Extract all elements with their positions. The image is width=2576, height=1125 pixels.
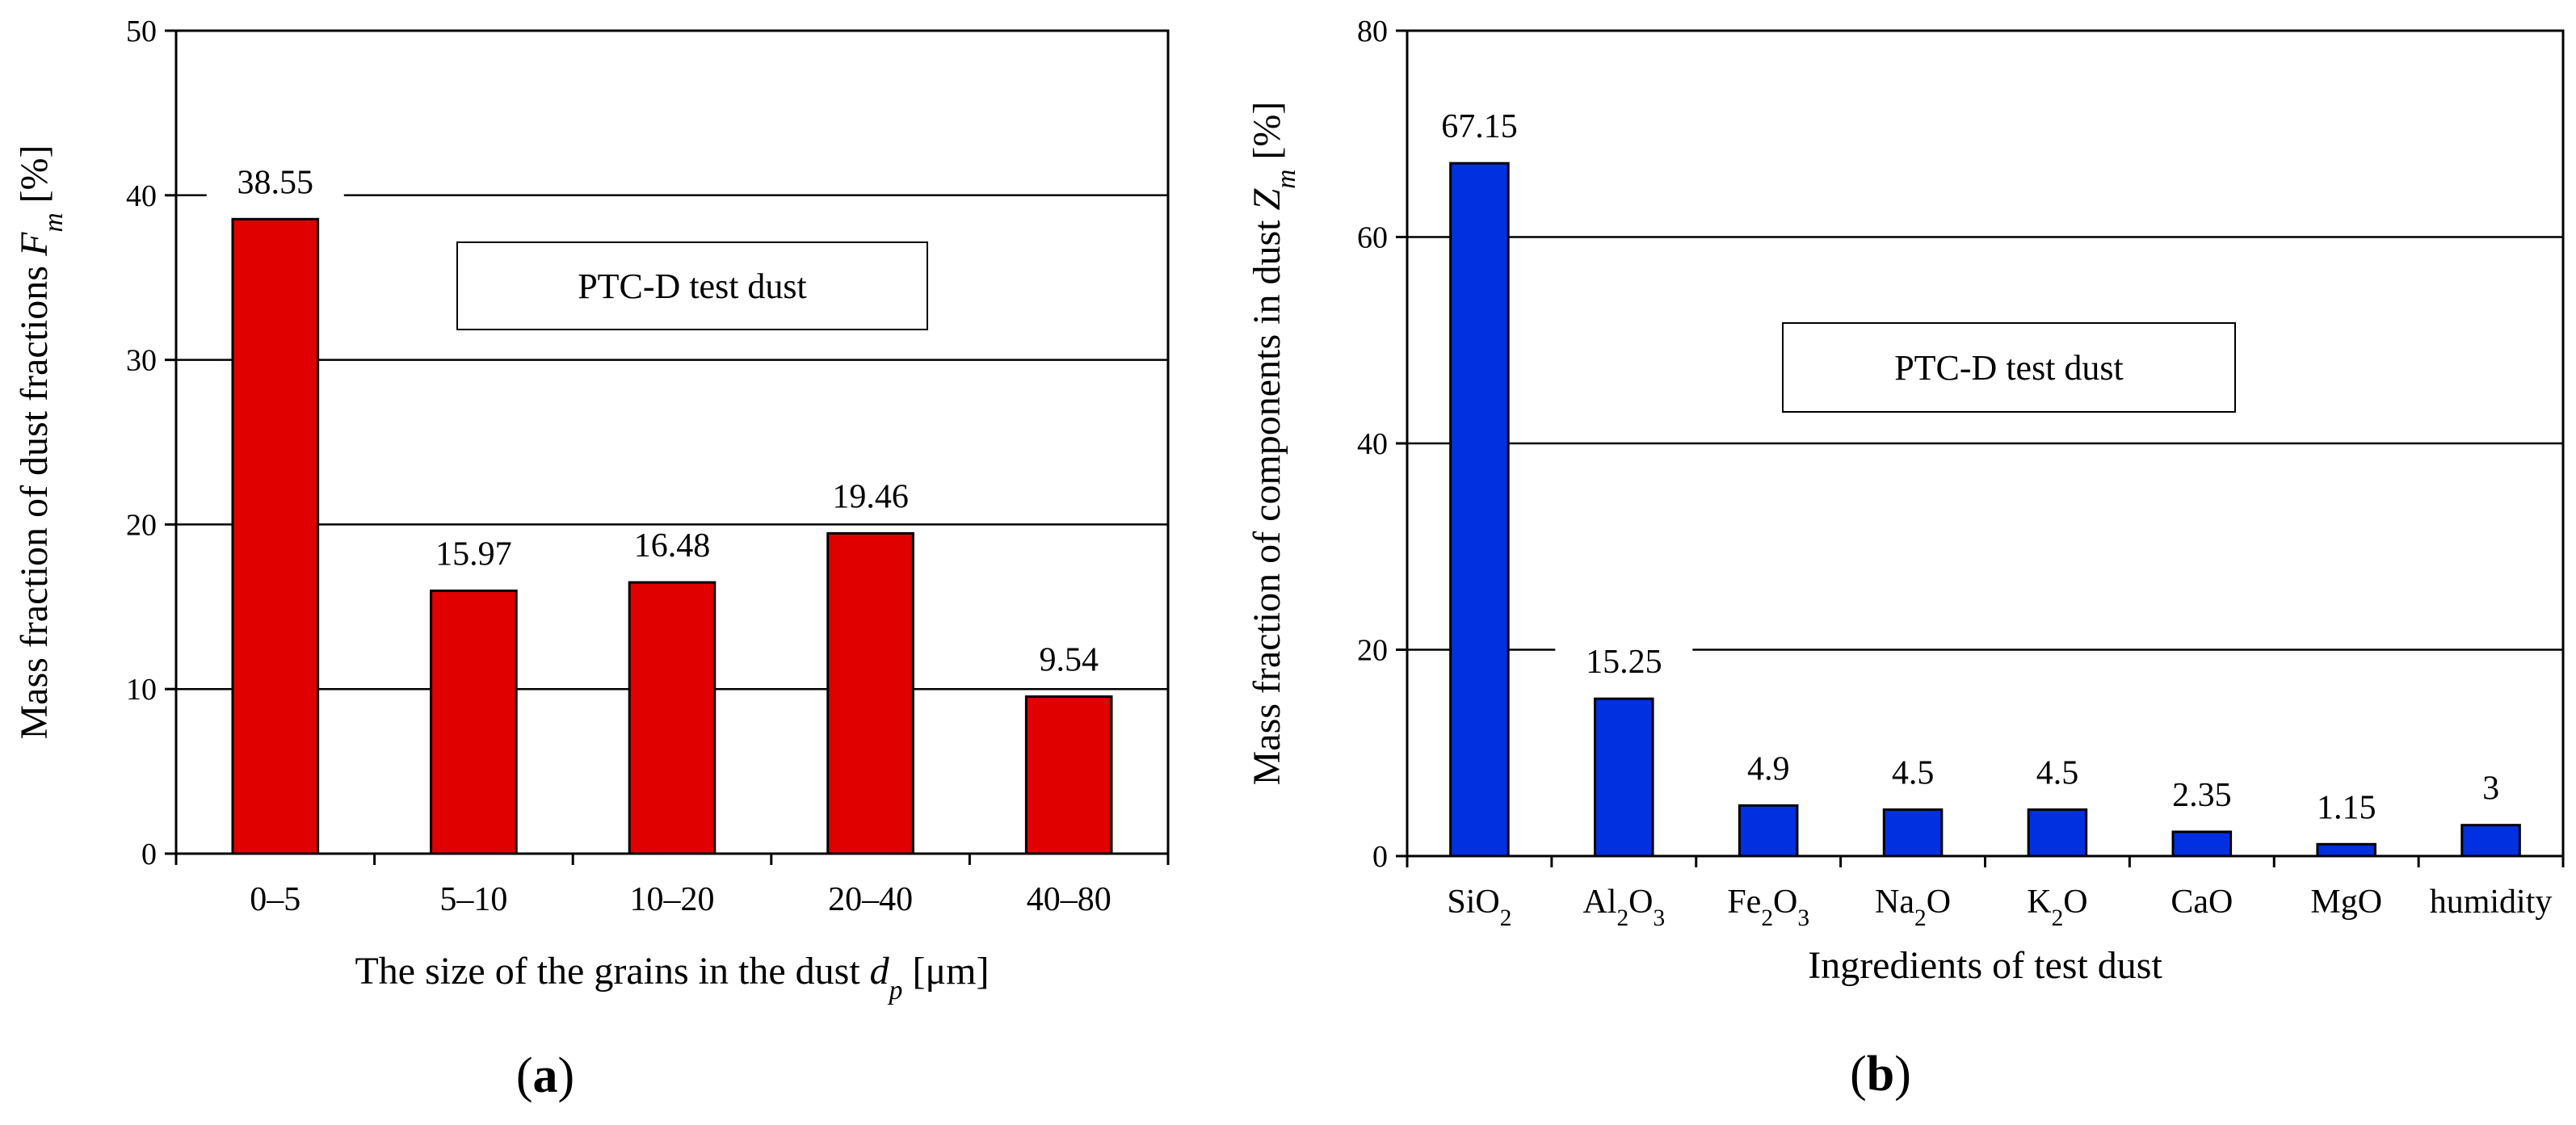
data-label: 67.15 xyxy=(1441,108,1518,145)
data-label: 16.48 xyxy=(634,527,711,565)
data-label-bg xyxy=(801,476,939,518)
y-tick-label: 40 xyxy=(126,179,157,213)
annotation-box xyxy=(456,241,928,330)
y-tick-label: 20 xyxy=(1357,634,1388,668)
x-tick-label: humidity xyxy=(2430,884,2553,921)
x-tick-label: MgO xyxy=(2310,884,2382,921)
data-label-bg xyxy=(206,162,344,204)
bar xyxy=(1024,695,1113,855)
chart-panel-a: 38.55 15.97 16.48 19.46 9.54 PTC-D test dust 0… xyxy=(13,15,1170,1103)
y-axis-title: Mass fraction of components in dust Zm [… xyxy=(1246,102,1301,786)
y-tick-label: 20 xyxy=(126,508,157,542)
data-label-bg xyxy=(1717,749,1820,790)
x-tick-label: 20–40 xyxy=(828,881,913,918)
y-tick-label: 80 xyxy=(1357,15,1388,48)
data-label-bg xyxy=(2006,753,2108,794)
bar xyxy=(430,590,518,855)
x-tick-label: CaO xyxy=(2170,884,2233,921)
x-axis-title: Ingredients of test dust xyxy=(1808,944,2162,987)
y-tick-label: 40 xyxy=(1357,427,1388,461)
data-label-bg xyxy=(405,534,543,575)
data-label: 1.15 xyxy=(2317,789,2376,826)
data-label-bg xyxy=(2457,768,2524,809)
x-tick-label: 5–10 xyxy=(439,881,507,918)
data-label-bg xyxy=(1862,753,1965,794)
data-label: 19.46 xyxy=(832,478,909,515)
data-label-bg xyxy=(2141,774,2262,816)
data-label: 4.5 xyxy=(1892,755,1935,792)
bar xyxy=(1882,808,1944,858)
bar xyxy=(2316,842,2376,858)
x-tick-label: K2O xyxy=(2027,884,2087,931)
x-tick-label: Al2O3 xyxy=(1582,884,1665,931)
data-label: 38.55 xyxy=(237,164,314,201)
x-tick-label: Fe2O3 xyxy=(1727,884,1809,931)
data-label: 2.35 xyxy=(2172,777,2232,814)
y-tick-label: 10 xyxy=(126,673,157,707)
bar xyxy=(2171,830,2233,858)
bar xyxy=(231,217,320,855)
data-label: 4.5 xyxy=(2036,755,2079,792)
bar xyxy=(1594,697,1654,858)
x-axis-title: The size of the grains in the dust dp [μ… xyxy=(355,950,989,1005)
data-label-bg xyxy=(1555,642,1693,683)
data-label: 4.9 xyxy=(1747,750,1790,787)
x-tick-label: Na2O xyxy=(1875,884,1951,931)
data-label: 15.97 xyxy=(435,536,512,573)
data-label: 15.25 xyxy=(1586,644,1662,681)
data-label-bg xyxy=(1410,107,1549,148)
data-label: 3 xyxy=(2482,770,2499,808)
annotation-text: PTC-D test dust xyxy=(578,267,807,306)
data-label-bg xyxy=(2286,787,2406,829)
annotation-text: PTC-D test dust xyxy=(1894,348,2124,388)
panel-label: (b) xyxy=(1850,1047,1911,1102)
x-tick-label: 0–5 xyxy=(250,881,300,918)
panel-label: (a) xyxy=(516,1048,574,1103)
y-tick-label: 50 xyxy=(126,15,157,48)
y-tick-label: 60 xyxy=(1357,221,1388,255)
bar xyxy=(2460,824,2521,858)
x-tick-label: SiO2 xyxy=(1447,884,1511,931)
data-label-bg xyxy=(603,526,741,567)
y-axis-title: Mass fraction of dust fractions Fm [%] xyxy=(13,145,69,739)
y-tick-label: 30 xyxy=(126,344,157,378)
x-tick-label: 40–80 xyxy=(1027,881,1112,918)
y-tick-label: 0 xyxy=(1372,840,1388,874)
y-tick-label: 0 xyxy=(141,837,157,871)
plot-frame xyxy=(174,29,1170,855)
x-tick-label: 10–20 xyxy=(630,881,715,918)
bar xyxy=(1738,804,1799,858)
data-label: 9.54 xyxy=(1039,642,1099,679)
bar xyxy=(1449,162,1510,858)
bar xyxy=(826,531,914,855)
chart-panel-b: 67.15 15.25 4.9 4.5 4.5 2.35 1.15 3 PTC-D test d… xyxy=(1246,15,2565,1102)
data-label-bg xyxy=(1009,640,1129,681)
bar xyxy=(628,581,716,855)
annotation-box xyxy=(1782,322,2236,413)
bar xyxy=(2027,808,2088,858)
